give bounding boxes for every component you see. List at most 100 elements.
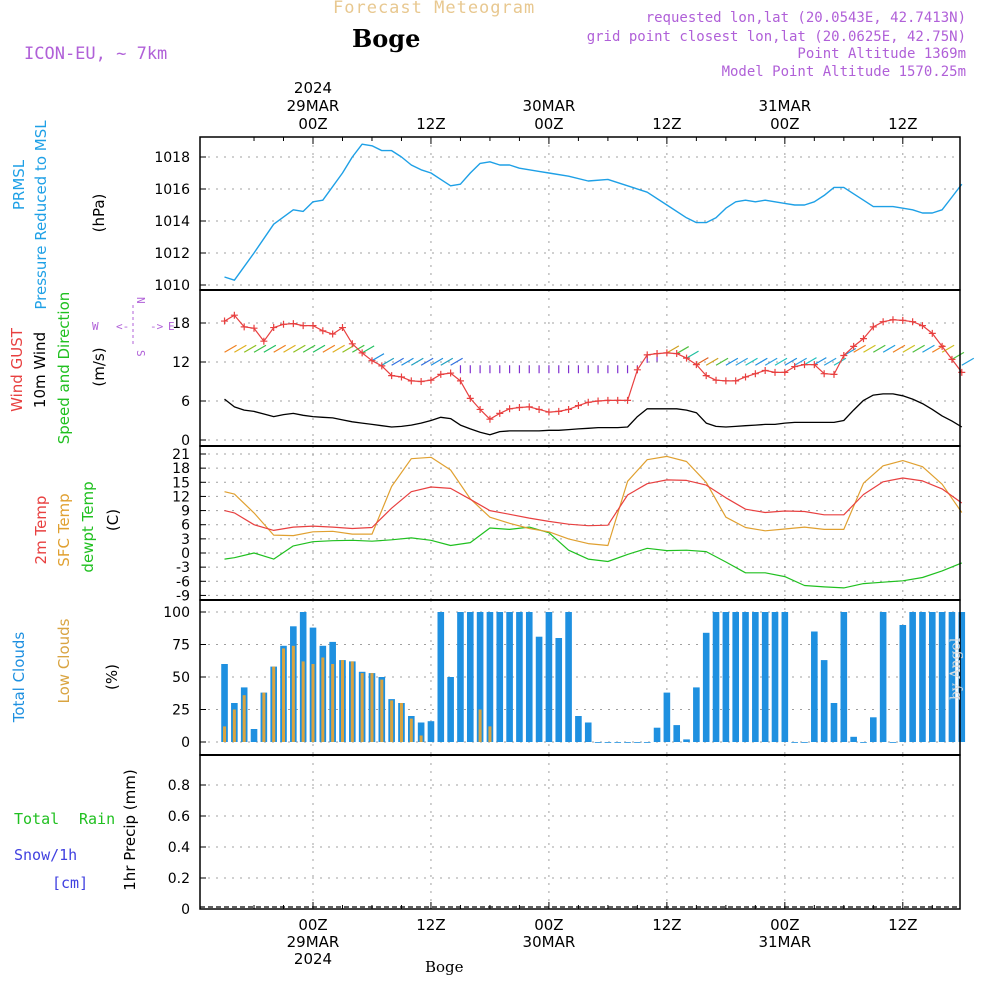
total-cloud-bar — [653, 727, 661, 742]
label-prmsl: PRMSL — [10, 159, 28, 210]
label-clouds-unit: (%) — [103, 664, 121, 690]
wind-direction-arrow — [951, 351, 965, 360]
wind-gust-marker — [742, 373, 750, 381]
y-tick-label-precip: 0.4 — [168, 840, 190, 856]
wind-direction-arrow — [961, 357, 975, 366]
wind-direction-arrow — [293, 344, 306, 353]
header-requested-point: requested lon,lat (20.0543E, 42.7413N) — [645, 10, 966, 26]
time-label-top: 00Z — [534, 115, 563, 133]
wind-direction-arrow — [676, 346, 690, 355]
label-precip-unit: 1hr Precip (mm) — [121, 769, 139, 890]
total-cloud-bar — [722, 612, 730, 742]
wind-gust-marker — [230, 311, 238, 319]
wind-gust-marker — [692, 361, 700, 369]
total-cloud-bar — [752, 612, 759, 742]
time-label-bottom: 00Z — [298, 916, 327, 934]
wind-gust-marker — [329, 330, 337, 338]
label-pressure-unit: (hPa) — [90, 194, 108, 233]
temp-2m-line — [224, 477, 963, 532]
wind-gust-marker — [584, 398, 592, 406]
total-cloud-bar — [850, 736, 857, 742]
wind-gust-marker — [633, 366, 641, 374]
wind-direction-arrow — [686, 350, 699, 359]
y-tick-label-temp: -6 — [176, 574, 190, 590]
wind-gust-marker — [466, 394, 474, 402]
time-label-top: 00Z — [298, 115, 327, 133]
wind-direction-arrow — [696, 357, 709, 366]
low-cloud-bar — [331, 664, 335, 742]
y-tick-label-precip: 0.8 — [168, 778, 190, 794]
low-cloud-bar — [399, 703, 403, 742]
time-label-bottom: 31MAR — [758, 933, 811, 951]
wind-gust-marker — [270, 324, 278, 332]
wind-speed-line — [224, 393, 963, 436]
wind-gust-marker — [820, 370, 828, 378]
wind-gust-marker — [221, 317, 229, 325]
wind-gust-marker — [486, 415, 494, 423]
total-cloud-bar — [437, 612, 445, 742]
label-wind-unit: (m/s) — [90, 347, 108, 386]
y-tick-label-clouds: 0 — [181, 735, 190, 751]
wind-gust-marker — [447, 369, 455, 377]
y-tick-label-wind: 18 — [172, 316, 190, 332]
total-cloud-bar — [889, 742, 897, 743]
wind-gust-marker — [879, 318, 887, 326]
wind-gust-marker — [653, 350, 661, 358]
wind-gust-marker — [525, 403, 533, 411]
total-cloud-bar — [899, 625, 907, 742]
total-cloud-bar — [624, 742, 631, 743]
wind-gust-marker — [407, 377, 415, 385]
total-cloud-bar — [476, 612, 484, 742]
wind-gust-marker — [555, 407, 563, 415]
low-cloud-bar — [272, 666, 276, 742]
low-cloud-bar — [360, 673, 364, 742]
wind-gust-marker — [918, 322, 926, 330]
low-cloud-bar — [380, 679, 384, 742]
wind-gust-marker — [673, 350, 681, 358]
time-label-top: 31MAR — [758, 97, 811, 115]
total-cloud-bar — [584, 722, 592, 742]
wind-gust-marker — [535, 405, 543, 413]
wind-direction-arrow — [922, 344, 935, 353]
total-cloud-bar — [771, 612, 779, 742]
label-rain: Rain — [79, 810, 115, 828]
total-cloud-bar — [870, 717, 877, 742]
total-cloud-bar — [879, 612, 887, 742]
wind-direction-arrow — [794, 357, 807, 366]
wind-gust-marker — [751, 370, 759, 378]
wind-direction-arrow — [912, 344, 925, 353]
time-label-bottom: 12Z — [416, 916, 445, 934]
wind-gust-marker — [889, 316, 897, 324]
y-tick-label-precip: 0 — [181, 902, 190, 918]
low-cloud-bar — [350, 661, 354, 742]
wind-direction-arrow — [312, 344, 326, 353]
wind-direction-arrow — [430, 357, 444, 366]
total-cloud-bar — [791, 742, 798, 743]
y-tick-label-temp: -3 — [176, 560, 190, 576]
total-cloud-bar — [516, 612, 523, 742]
total-cloud-bar — [840, 612, 848, 742]
wind-gust-marker — [791, 363, 799, 371]
low-cloud-bar — [321, 657, 325, 742]
wind-gust-marker — [850, 342, 858, 350]
wind-gust-marker — [594, 397, 602, 405]
wind-gust-marker — [437, 370, 445, 378]
wind-direction-arrow — [401, 357, 414, 366]
y-tick-label-pressure: 1012 — [154, 246, 190, 262]
sfc-temp-line — [224, 455, 963, 547]
wind-direction-arrow — [902, 344, 916, 353]
low-cloud-bar — [301, 661, 305, 742]
y-tick-label-temp: -9 — [176, 588, 190, 604]
wind-direction-arrow — [755, 357, 768, 366]
wind-direction-arrow — [745, 357, 758, 366]
y-tick-label-temp: 12 — [172, 489, 190, 505]
total-cloud-bar — [634, 742, 641, 743]
total-cloud-bar — [565, 612, 572, 742]
wind-gust-marker — [712, 376, 720, 384]
compass-west: W — [92, 320, 99, 333]
total-cloud-bar — [457, 612, 464, 742]
compass-arrow-right: -> — [150, 320, 164, 333]
header-super-title: Forecast Meteogram — [333, 0, 536, 18]
label-wind-gust: Wind GUST — [8, 327, 26, 412]
